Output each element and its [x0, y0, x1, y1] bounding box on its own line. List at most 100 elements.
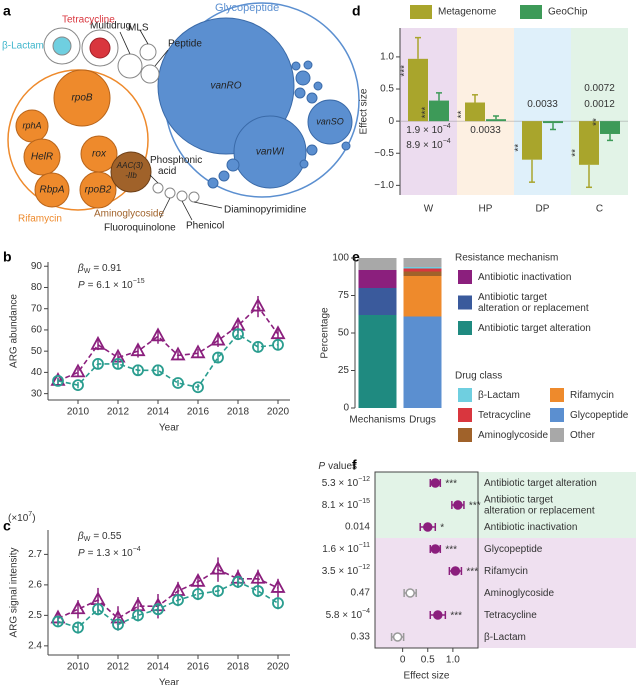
p-value-label: 0.0072 — [584, 83, 615, 94]
row-label: Antibiotic target alteration or replaceme… — [484, 494, 595, 516]
bar-segment — [358, 315, 397, 408]
class-label: Diaminopyrimidine — [224, 205, 307, 216]
x-tick-label: Drugs — [409, 415, 436, 426]
label-line: Antibiotic target alteration — [478, 323, 591, 334]
mean-marker — [132, 364, 144, 377]
tetracycline-circle — [89, 37, 111, 59]
x-axis-label: Year — [159, 423, 180, 434]
label-line: Phosphonic — [150, 155, 202, 166]
legend-swatch — [458, 388, 472, 402]
legend-label: Aminoglycoside — [478, 430, 548, 441]
legend-label: β-Lactam — [478, 390, 520, 401]
y-axis-label: Effect size — [359, 88, 370, 134]
p-value: 5.8 × 10−4 — [326, 608, 371, 620]
class-label: Multidrug — [90, 21, 131, 32]
phosphonic-circle — [152, 182, 164, 194]
x-axis-label: Year — [159, 678, 180, 685]
multidrug-circle — [117, 53, 143, 79]
mean-marker — [270, 579, 286, 593]
class-label: Fluoroquinolone — [104, 223, 176, 234]
mean-marker — [70, 363, 86, 378]
row-label: Tetracycline — [484, 610, 537, 621]
annotation: βW = 0.55 — [77, 531, 122, 544]
mean-marker — [252, 585, 264, 597]
row-background — [375, 494, 636, 516]
significance: ** — [592, 118, 603, 126]
significance: *** — [469, 501, 481, 512]
x-tick-label: 2014 — [147, 662, 170, 673]
legend-swatch — [458, 321, 472, 335]
superscript: −12 — [358, 564, 370, 571]
label-line: Other — [570, 430, 596, 441]
bar — [429, 100, 449, 122]
x-tick-label: 2020 — [267, 407, 290, 418]
gene-circle — [226, 158, 240, 172]
y-tick-label: 0 — [388, 116, 394, 127]
text: 1.6 × 10 — [322, 544, 359, 555]
mean-marker — [112, 618, 124, 631]
bar — [486, 119, 506, 122]
p-value: 8.1 × 10−15 — [322, 498, 370, 510]
legend-label: Antibiotic inactivation — [478, 272, 571, 283]
label-line: Tetracycline — [484, 610, 537, 621]
gene-label: vanRO — [210, 81, 241, 92]
mls-circle — [139, 43, 157, 61]
mean-marker — [212, 351, 224, 364]
mean-marker — [210, 560, 226, 575]
y-tick-label: −1.0 — [374, 180, 394, 191]
label-line: β-Lactam — [478, 390, 520, 401]
label-line: Rifamycin — [570, 390, 614, 401]
significance: * — [440, 523, 444, 534]
mean-marker — [192, 381, 204, 394]
significance: *** — [450, 611, 462, 622]
text: 5.8 × 10 — [326, 610, 363, 621]
small-genes — [207, 60, 351, 189]
class-label: Phenicol — [186, 221, 224, 232]
y-tick-label: 50 — [31, 346, 43, 357]
x-tick-label: 2010 — [67, 407, 90, 418]
legend-swatch — [458, 295, 472, 310]
superscript: −11 — [359, 542, 370, 549]
legend-label: Glycopeptide — [570, 410, 629, 421]
mean-marker — [50, 372, 66, 386]
superscript: −4 — [133, 546, 141, 553]
legend-swatch — [458, 428, 472, 442]
rpoB-circle — [53, 69, 111, 127]
effect-marker — [433, 610, 443, 620]
x-tick-label: C — [596, 204, 603, 215]
gene-label: vanWI — [256, 147, 285, 158]
row-background — [375, 604, 636, 626]
text: = 6.1 × 10 — [88, 280, 133, 291]
panel-label: d — [352, 3, 361, 19]
superscript: 7 — [28, 511, 32, 518]
mean-marker — [172, 377, 184, 389]
text: 8.9 × 10 — [406, 140, 443, 151]
effect-marker — [423, 522, 433, 532]
bar-segment — [403, 268, 442, 272]
y-tick-label: 2.6 — [28, 580, 42, 591]
series-line — [57, 568, 279, 620]
betalactam-circle — [52, 36, 72, 56]
mean-marker — [170, 346, 186, 361]
annotation: βW = 0.91 — [77, 263, 122, 276]
bar — [465, 102, 485, 122]
gene-circle — [299, 159, 309, 169]
label-line: Antibiotic inactivation — [478, 272, 571, 283]
row-label: Antibiotic target alteration — [484, 478, 597, 489]
y-tick-label: 30 — [31, 388, 43, 399]
panel-label: e — [352, 249, 360, 265]
effect-marker — [430, 544, 441, 554]
p-value: 0.33 — [351, 632, 371, 643]
y-tick-label: 80 — [31, 282, 43, 293]
y-tick-label: 0.5 — [380, 84, 394, 95]
mean-marker — [92, 603, 104, 616]
significance: *** — [421, 107, 432, 119]
class-label: Rifamycin — [18, 214, 62, 225]
leader — [193, 201, 223, 209]
x-tick-label: 2016 — [187, 407, 210, 418]
bar-segment — [358, 258, 397, 270]
subscript: W — [84, 536, 91, 543]
class-label: Peptide — [168, 39, 202, 50]
diaminopyrimidine-circle — [188, 191, 200, 203]
x-tick-label: 2018 — [227, 662, 250, 673]
